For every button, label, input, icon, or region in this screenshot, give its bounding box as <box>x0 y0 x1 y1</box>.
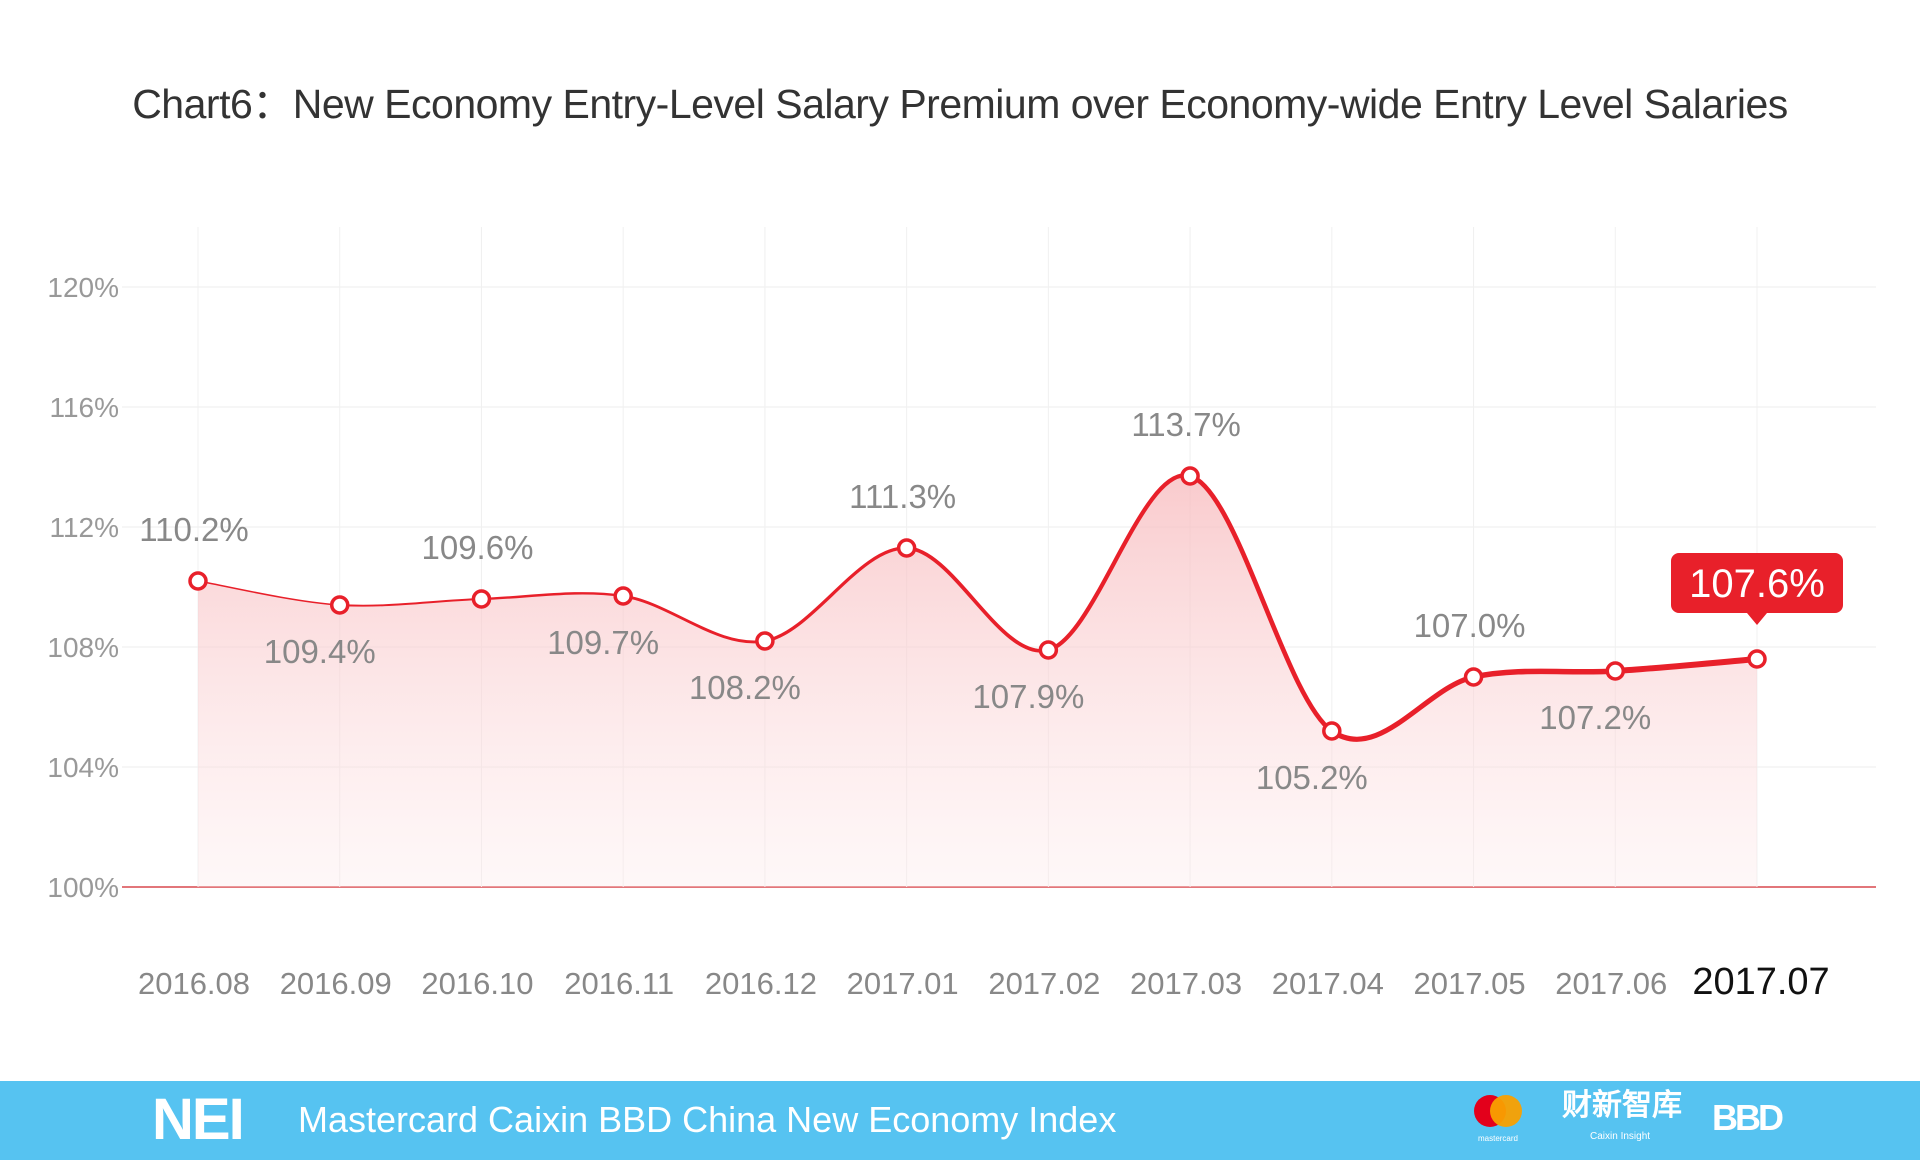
series-line-segment <box>763 546 909 643</box>
series-line-segment <box>1470 668 1619 680</box>
data-point <box>613 586 633 606</box>
data-label: 109.7% <box>547 624 659 661</box>
mastercard-logo: mastercard <box>1474 1095 1522 1143</box>
caixin-logo: 财新智库 <box>1562 1089 1682 1122</box>
y-tick-label: 112% <box>49 512 119 543</box>
series-line-segment <box>1329 674 1477 742</box>
footer-text: Mastercard Caixin BBD China New Economy … <box>298 1099 1117 1140</box>
chart-title: Chart6：New Economy Entry-Level Salary Pr… <box>132 81 1788 127</box>
data-point <box>188 571 208 591</box>
caixin-logo-sub: Caixin Insight <box>1590 1131 1651 1142</box>
data-point <box>1038 640 1059 660</box>
x-tick-label: 2016.09 <box>280 966 392 1001</box>
x-tick-label: 2017.03 <box>1130 966 1242 1001</box>
x-tick-label: 2016.12 <box>705 966 817 1001</box>
y-tick-label: 116% <box>49 392 119 423</box>
data-label: 107.9% <box>972 678 1084 715</box>
data-point <box>755 631 775 651</box>
x-tick-label: 2016.08 <box>138 966 250 1001</box>
data-label: 105.2% <box>1256 759 1368 796</box>
series-line-segment <box>1187 473 1335 734</box>
x-tick-label: 2017.05 <box>1414 966 1526 1001</box>
data-label-highlight: 107.6% <box>1689 562 1825 606</box>
series-line-segment <box>621 594 767 644</box>
data-point <box>1322 721 1342 741</box>
x-tick-label: 2016.10 <box>421 966 533 1001</box>
x-tick-label: 2017.06 <box>1555 966 1667 1001</box>
data-label: 107.2% <box>1539 699 1651 736</box>
series-line-segment <box>1046 473 1193 653</box>
data-point <box>1180 466 1200 486</box>
mastercard-logo-text: mastercard <box>1478 1134 1518 1143</box>
y-tick-label: 120% <box>47 272 119 303</box>
y-tick-label: 100% <box>47 872 119 903</box>
data-label: 107.0% <box>1414 607 1526 644</box>
footer-bar: NEI Mastercard Caixin BBD China New Econ… <box>0 1081 1920 1160</box>
data-label: 109.6% <box>421 529 533 566</box>
nei-logo: NEI <box>152 1087 245 1152</box>
data-point <box>329 595 350 615</box>
series-line-segment <box>480 592 625 601</box>
data-label: 108.2% <box>689 669 801 706</box>
line-chart: 100% 104% 108% 112% 116% 120% 2016.08 2016.09 20… <box>47 227 1876 1003</box>
x-tick-label: 2017.04 <box>1272 966 1384 1001</box>
x-tick-label: 2017.01 <box>847 966 959 1001</box>
series-line-segment <box>197 580 341 606</box>
data-point <box>471 589 492 609</box>
area-fill <box>198 475 1757 887</box>
data-point <box>1605 661 1626 681</box>
data-label: 109.4% <box>264 633 376 670</box>
y-tick-label: 104% <box>47 752 119 783</box>
data-point <box>1747 649 1767 669</box>
x-tick-label: 2017.02 <box>988 966 1100 1001</box>
x-tick-label: 2016.11 <box>564 966 674 1001</box>
series-line-segment <box>904 546 1051 653</box>
x-tick-label: 2017.07 <box>1692 961 1829 1003</box>
data-label: 110.2% <box>139 511 248 548</box>
data-label: 113.7% <box>1131 406 1240 443</box>
data-label: 111.3% <box>849 478 956 515</box>
bbd-logo: BBD <box>1712 1097 1784 1138</box>
data-point <box>1463 667 1484 687</box>
data-point <box>896 538 917 558</box>
series-line-segment <box>338 598 483 607</box>
highlight-badge <box>1671 553 1843 625</box>
y-tick-label: 108% <box>47 632 119 663</box>
